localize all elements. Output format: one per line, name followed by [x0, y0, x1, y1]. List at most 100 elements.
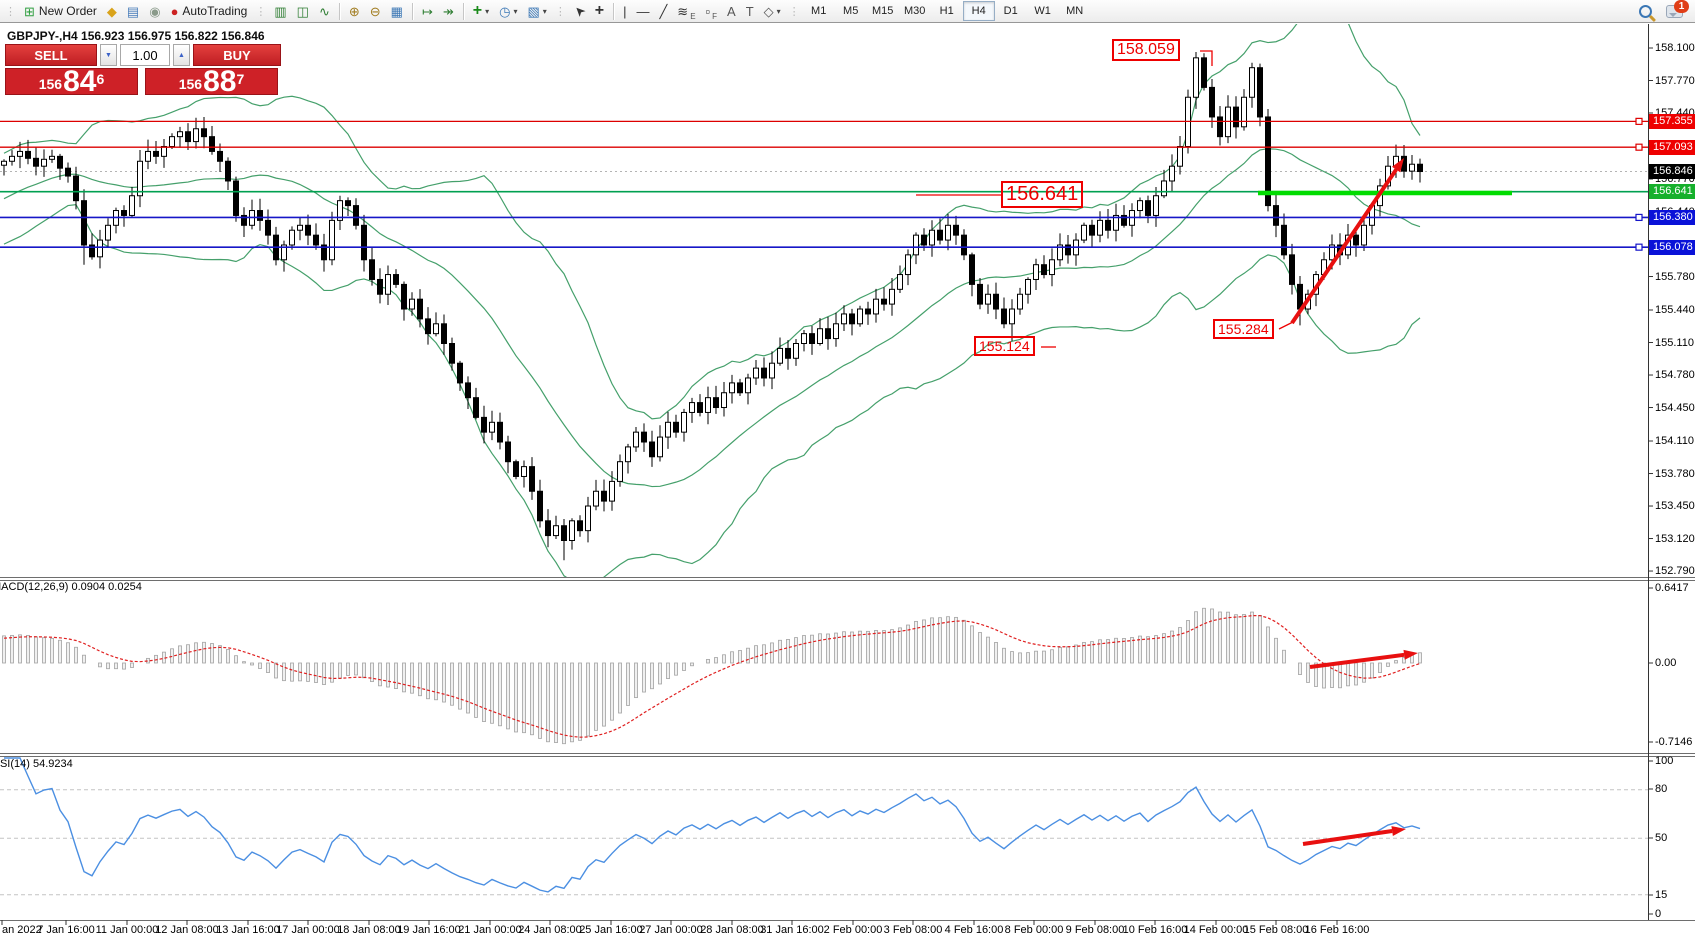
line-endpoint-marker — [1635, 243, 1643, 251]
volume-increase-button[interactable]: ▲ — [173, 44, 190, 66]
time-axis-label: 3 Feb 08:00 — [883, 924, 943, 936]
text-icon: A — [727, 3, 736, 19]
time-axis-label: 14 Feb 00:00 — [1183, 924, 1249, 936]
channel-button[interactable]: ≋ E — [672, 0, 700, 22]
zoom-out-button[interactable]: ⊖ — [365, 0, 386, 22]
time-axis-label: 9 Feb 08:00 — [1065, 924, 1125, 936]
data-window-icon: ▤ — [126, 3, 140, 19]
line-endpoint-marker — [1635, 117, 1643, 125]
timeframe-button-w1[interactable]: W1 — [1034, 5, 1051, 17]
time-axis-label: 2 Feb 00:00 — [823, 924, 883, 936]
price-annotation[interactable]: 156.641 — [1001, 181, 1084, 208]
bar-chart-button[interactable]: ▥ — [269, 0, 291, 22]
timeframe-button-m15[interactable]: M15 — [871, 5, 894, 17]
price-axis-tick: 155.780 — [1655, 270, 1695, 283]
auto-scroll-icon: ↦ — [421, 3, 433, 19]
text-button[interactable]: A — [722, 0, 741, 22]
time-axis-label: 13 Jan 16:00 — [216, 924, 280, 936]
text-label-button[interactable]: T — [741, 0, 759, 22]
text-label-icon: T — [745, 3, 754, 19]
dropdown-caret-icon[interactable]: ▾ — [542, 6, 547, 16]
price-annotation[interactable]: 155.124 — [974, 336, 1035, 357]
timeframe-button-d1[interactable]: D1 — [1003, 5, 1018, 17]
rsi-axis-tick: 80 — [1655, 783, 1668, 795]
toolbar-grip[interactable]: ⋮ — [554, 5, 566, 18]
ask-quote[interactable]: 156 88 7 — [145, 67, 278, 97]
bid-pips: 84 — [63, 65, 97, 98]
price-annotation[interactable]: 158.059 — [1112, 39, 1180, 62]
periods-button[interactable]: ◷ ▾ — [494, 0, 522, 22]
price-axis-tick: 153.450 — [1655, 500, 1695, 513]
trend-arrow[interactable] — [1309, 649, 1418, 669]
market-watch-button[interactable]: ◆ — [102, 0, 122, 22]
chart-shift-button[interactable]: ↠ — [438, 0, 459, 22]
tile-windows-button[interactable]: ▦ — [386, 0, 408, 22]
timeframe-button-h1[interactable]: H1 — [939, 5, 954, 17]
price-axis-tick: 154.780 — [1655, 369, 1695, 382]
crosshair-icon: + — [594, 2, 605, 19]
sound-button[interactable]: ◉ — [144, 0, 165, 22]
toolbar-separator — [613, 2, 615, 20]
bid-point: 6 — [96, 71, 105, 87]
price-annotation[interactable]: 155.284 — [1213, 319, 1274, 340]
sell-button[interactable]: SELL — [5, 44, 97, 66]
time-axis-label: 8 Feb 00:00 — [1004, 924, 1064, 936]
data-window-button[interactable]: ▤ — [122, 0, 144, 22]
timeframe-button-m30[interactable]: M30 — [903, 5, 926, 17]
search-icon[interactable] — [1639, 4, 1652, 18]
time-axis-label: 15 Feb 08:00 — [1243, 924, 1309, 936]
toolbar-grip[interactable]: ⋮ — [255, 5, 267, 18]
time-axis-label: 27 Jan 00:00 — [639, 924, 703, 936]
time-axis-label: 11 Jan 00:00 — [95, 924, 159, 936]
candlestick-chart-button[interactable]: ◫ — [292, 0, 314, 22]
trendline-button[interactable]: ╱ — [654, 0, 672, 22]
new-order-button[interactable]: ⊞ New Order — [19, 0, 102, 22]
bid-prefix: 156 — [38, 76, 63, 92]
indicators-button[interactable]: + ▾ — [468, 0, 494, 22]
buy-button[interactable]: BUY — [193, 44, 281, 66]
price-axis-tick: 153.120 — [1655, 532, 1695, 545]
channel-icon-sub: E — [690, 12, 696, 21]
price-axis-badge: 156.641 — [1649, 184, 1695, 200]
time-axis-label: an 2022 — [2, 924, 42, 936]
ask-point: 7 — [236, 71, 245, 87]
volume-input[interactable] — [120, 44, 170, 66]
toolbar-separator — [462, 2, 464, 20]
price-axis-tick: 152.790 — [1655, 565, 1695, 578]
zoom-in-button[interactable]: ⊕ — [344, 0, 365, 22]
crosshair-button[interactable]: + — [590, 0, 609, 22]
cursor-button[interactable]: ➤ — [569, 0, 590, 22]
templates-button[interactable]: ▧ ▾ — [523, 0, 552, 22]
volume-decrease-button[interactable]: ▼ — [100, 44, 117, 66]
auto-scroll-button[interactable]: ↦ — [417, 0, 438, 22]
notifications-icon[interactable]: 1 — [1666, 0, 1689, 18]
price-axis-badge: 156.078 — [1649, 239, 1695, 255]
trend-arrow[interactable] — [1290, 158, 1404, 325]
price-axis-badge: 157.355 — [1649, 113, 1695, 129]
dropdown-caret-icon[interactable]: ▾ — [513, 6, 518, 16]
dropdown-caret-icon[interactable]: ▾ — [776, 6, 781, 16]
clock-icon: ◷ — [499, 3, 511, 19]
trend-arrow[interactable] — [1302, 826, 1406, 846]
line-chart-button[interactable]: ∿ — [314, 0, 335, 22]
price-axis-badge: 156.846 — [1649, 164, 1695, 180]
horizontal-line-button[interactable]: — — [631, 0, 654, 22]
timeframe-button-h4[interactable]: H4 — [962, 1, 995, 21]
new-order-button-label: New Order — [38, 4, 97, 18]
timeframe-button-m5[interactable]: M5 — [843, 5, 859, 17]
fibonacci-icon: ▫ — [705, 3, 711, 19]
price-axis-badge: 157.093 — [1649, 139, 1695, 155]
timeframe-button-mn[interactable]: MN — [1066, 5, 1084, 17]
price-axis-tick: 155.440 — [1655, 304, 1695, 316]
arrows-button[interactable]: ◇ ▾ — [759, 0, 786, 22]
autotrading-button[interactable]: ● AutoTrading — [166, 0, 253, 22]
fibonacci-button[interactable]: ▫ F — [701, 0, 723, 22]
timeframe-button-m1[interactable]: M1 — [811, 5, 827, 17]
toolbar-grip[interactable]: ⋮ — [788, 5, 800, 18]
vertical-line-button[interactable]: | — [618, 0, 631, 22]
dropdown-caret-icon[interactable]: ▾ — [485, 6, 490, 16]
toolbar-grip[interactable]: ⋮ — [5, 5, 16, 18]
bid-quote[interactable]: 156 84 6 — [5, 65, 138, 98]
